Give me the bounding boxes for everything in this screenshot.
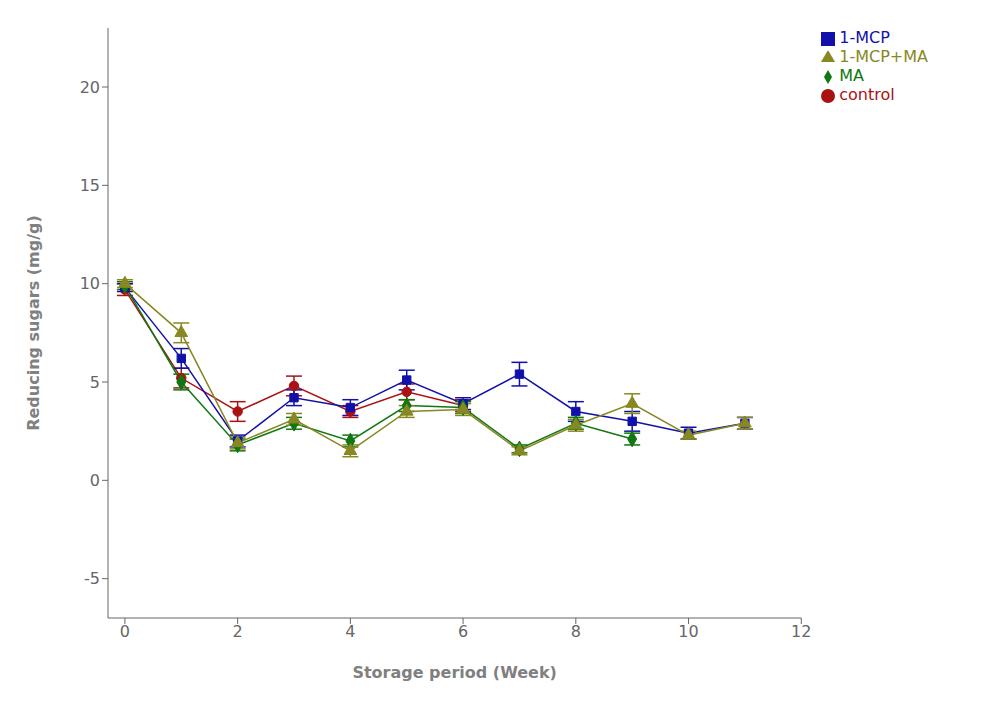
svg-text:Reducing sugars (mg/g): Reducing sugars (mg/g) <box>24 215 43 431</box>
svg-text:Storage period (Week): Storage period (Week) <box>352 663 556 682</box>
svg-text:6: 6 <box>458 622 468 641</box>
html-text:MA: MA <box>839 66 864 85</box>
html-text:1-MCP: 1-MCP <box>839 28 890 47</box>
svg-text:-5: -5 <box>84 569 100 588</box>
svg-text:2: 2 <box>233 622 243 641</box>
svg-text:10: 10 <box>678 622 698 641</box>
svg-text:15: 15 <box>80 176 100 195</box>
svg-text:20: 20 <box>80 78 100 97</box>
svg-text:12: 12 <box>791 622 811 641</box>
svg-text:4: 4 <box>345 622 355 641</box>
svg-text:5: 5 <box>90 373 100 392</box>
svg-text:0: 0 <box>120 622 130 641</box>
html-text:control: control <box>839 85 895 104</box>
svg-text:0: 0 <box>90 471 100 490</box>
svg-text:8: 8 <box>571 622 581 641</box>
html-text:1-MCP+MA: 1-MCP+MA <box>839 47 928 66</box>
svg-text:10: 10 <box>80 274 100 293</box>
